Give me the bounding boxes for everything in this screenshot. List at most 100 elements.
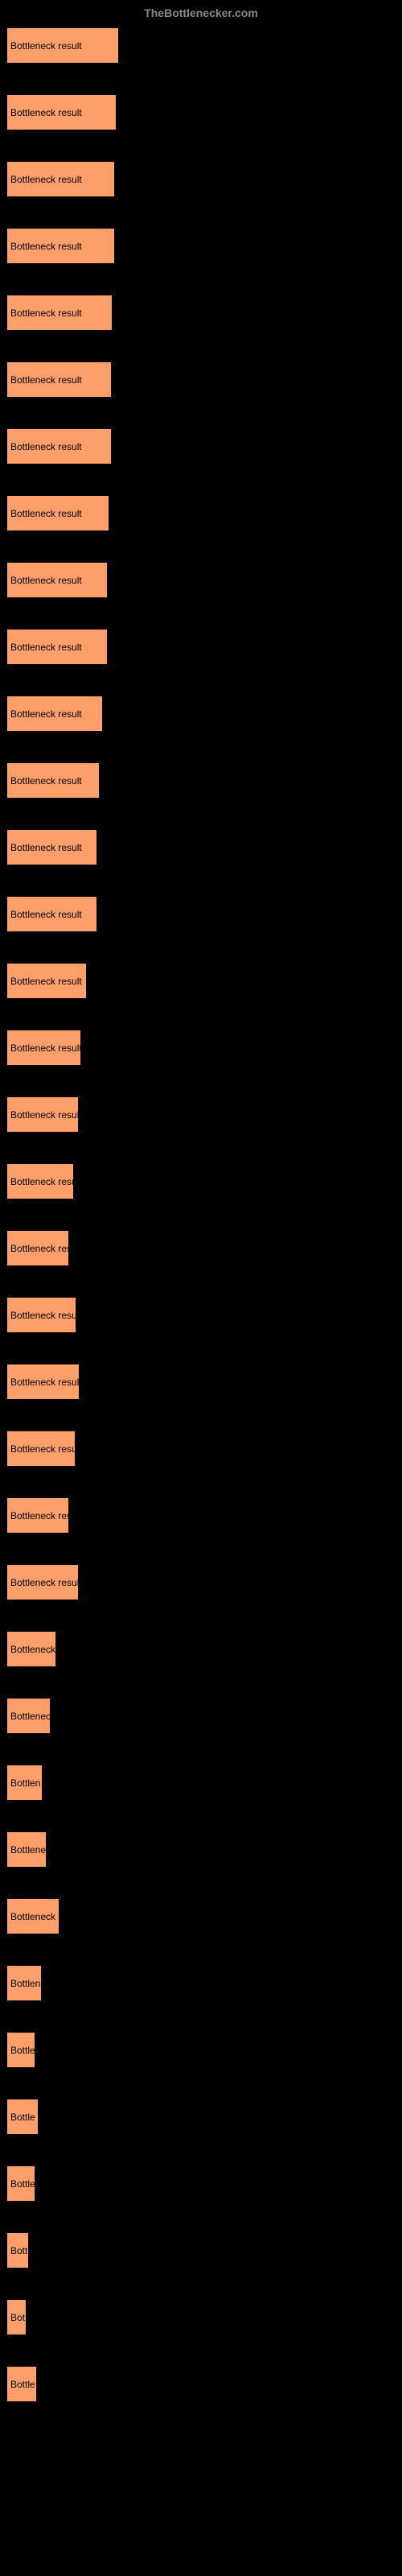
bar-row: Bottleneck result [6,963,396,999]
bar-row: Bottle [6,2099,396,2135]
bar-row: Bottleneck [6,1631,396,1667]
bar-row: Bottleneck resul [6,1163,396,1199]
bar: Bottleneck result [6,696,103,732]
bar: Bottleneck result [6,1297,76,1333]
bar-label: Bottlene [7,1844,46,1856]
bar: Bottleneck r [6,1898,59,1934]
bar: Bottleneck result [6,1030,81,1066]
bar-row: Bottleneck result [6,94,396,130]
bar: Bottleneck result [6,1096,79,1133]
bar: Bottleneck [6,1631,56,1667]
bar-label: Bottleneck [7,1644,55,1655]
bar: Bottle [6,2099,39,2135]
bar-row: Bottlen [6,1765,396,1801]
bar-row: Bottleneck result [6,1096,396,1133]
bar-row: Bottleneck result [6,428,396,464]
bar: Bottleneck result [6,295,113,331]
bar-row: Bottleneck result [6,1030,396,1066]
bar: Bottleneck resu [6,1497,69,1534]
bar-row: Bottle [6,2366,396,2402]
bar: Bottle [6,2366,37,2402]
bar-row: Bottlen [6,1965,396,2001]
bar-label: Bottleneck result [7,1042,80,1054]
bar: Bottleneck result [6,27,119,64]
bar: Bottlenec [6,1698,51,1734]
bar-label: Bottleneck resul [7,1176,73,1187]
bar-label: Bottleneck result [7,107,82,118]
bar-row: Bottleneck resu [6,1497,396,1534]
bar-label: Bottleneck r [7,1911,59,1922]
bar: Bottleneck result [6,762,100,799]
bar-label: Bottle [7,2045,35,2056]
bar-label: Bottleneck result [7,909,82,920]
bar: Bottleneck result [6,963,87,999]
bar: Bottle [6,2032,35,2068]
bar-row: Bottleneck result [6,829,396,865]
bar-label: Bottleneck result [7,374,82,386]
bar-row: Bott [6,2232,396,2268]
bar: Bottleneck result [6,228,115,264]
bar-label: Bottleneck result [7,575,82,586]
bar-label: Bottlen [7,1978,40,1989]
bar: Bottleneck result [6,1364,80,1400]
bar-row: Bottleneck result [6,27,396,64]
bar-label: Bottleneck result [7,1109,78,1121]
bar-row: Bottleneck result [6,228,396,264]
bar-label: Bottleneck result [7,708,82,720]
bar: Bottlen [6,1965,42,2001]
bar-label: Bottlenec [7,1711,50,1722]
bar-label: Bott [7,2245,27,2256]
bar-label: Bottleneck result [7,241,82,252]
bar-row: Bottleneck result [6,629,396,665]
bar: Bottleneck resu [6,1230,69,1266]
bar-row: Bottleneck result [6,762,396,799]
bar-label: Bottleneck resu [7,1510,68,1521]
bar-label: Bottleneck result [7,1443,75,1455]
bar: Bottle [6,2165,35,2202]
bar-label: Bottleneck result [7,1577,78,1588]
bar-label: Bottleneck result [7,642,82,653]
bar: Bot [6,2299,27,2335]
bar: Bottleneck result [6,896,97,932]
bar-row: Bottleneck resu [6,1230,396,1266]
bar-row: Bot [6,2299,396,2335]
bar-row: Bottleneck result [6,495,396,531]
bar: Bottleneck result [6,161,115,197]
bar-row: Bottle [6,2165,396,2202]
bar: Bottlene [6,1831,47,1868]
bar-row: Bottleneck r [6,1898,396,1934]
bar: Bottleneck result [6,495,109,531]
bar-label: Bottleneck result [7,308,82,319]
bar: Bottleneck result [6,562,108,598]
bar-row: Bottlenec [6,1698,396,1734]
bar-label: Bottle [7,2178,35,2190]
bar-row: Bottle [6,2032,396,2068]
bar-label: Bottleneck result [7,976,82,987]
bar-label: Bottleneck resu [7,1243,68,1254]
bar-row: Bottleneck result [6,896,396,932]
bar-row: Bottlene [6,1831,396,1868]
bar-label: Bot [7,2312,25,2323]
bar-label: Bottleneck result [7,40,82,52]
bar: Bottleneck result [6,428,112,464]
bar-row: Bottleneck result [6,1564,396,1600]
bar-row: Bottleneck result [6,1364,396,1400]
bar-label: Bottleneck result [7,1377,79,1388]
bar-row: Bottleneck result [6,361,396,398]
bar: Bottleneck result [6,1430,76,1467]
bar-label: Bottleneck result [7,842,82,853]
bar-row: Bottleneck result [6,696,396,732]
bar-row: Bottleneck result [6,1430,396,1467]
bar: Bott [6,2232,29,2268]
page-header: TheBottlenecker.com [0,0,402,24]
bar: Bottleneck result [6,94,117,130]
bar: Bottleneck resul [6,1163,74,1199]
bar-label: Bottle [7,2379,35,2390]
bar-row: Bottleneck result [6,1297,396,1333]
bottleneck-chart: Bottleneck result Bottleneck result Bottle… [0,24,402,2436]
bar-label: Bottlen [7,1777,40,1789]
bar-row: Bottleneck result [6,562,396,598]
bar-row: Bottleneck result [6,161,396,197]
bar: Bottlen [6,1765,43,1801]
bar-label: Bottleneck result [7,174,82,185]
